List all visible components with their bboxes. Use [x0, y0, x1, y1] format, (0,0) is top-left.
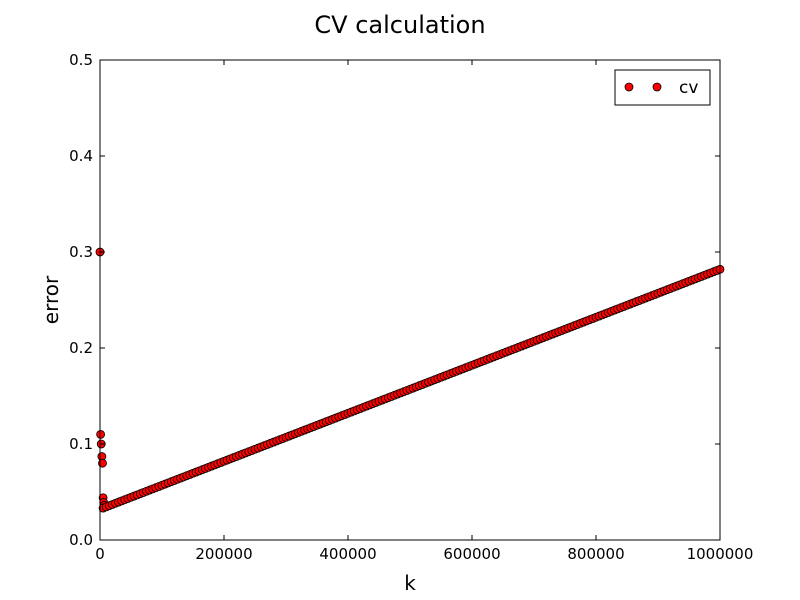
data-point [96, 429, 106, 439]
y-axis-label: error [39, 275, 63, 324]
x-tick-label: 400000 [319, 545, 376, 563]
y-tick-label: 0.1 [69, 435, 93, 453]
x-tick-label: 800000 [567, 545, 624, 563]
x-axis-label: k [404, 571, 416, 595]
y-tick-label: 0.2 [69, 339, 93, 357]
scatter-points [95, 247, 725, 513]
x-tick-label: 600000 [443, 545, 500, 563]
plot-frame [99, 59, 721, 541]
y-tick-label: 0.5 [69, 51, 93, 69]
y-tick-label: 0.3 [69, 243, 93, 261]
x-tick-label: 0 [95, 545, 105, 563]
legend-marker-1 [624, 82, 634, 92]
y-tick-label: 0.0 [69, 531, 93, 549]
legend: cv [614, 69, 711, 106]
axis-ticks: 0 200000 400000 600000 800000 1000000 0.0 0.1 0.… [69, 51, 753, 563]
legend-label-cv: cv [679, 78, 698, 98]
x-tick-label: 1000000 [687, 545, 754, 563]
x-tick-label: 200000 [195, 545, 252, 563]
y-tick-label: 0.4 [69, 147, 93, 165]
chart-title: CV calculation [314, 11, 485, 39]
legend-marker-2 [652, 82, 662, 92]
